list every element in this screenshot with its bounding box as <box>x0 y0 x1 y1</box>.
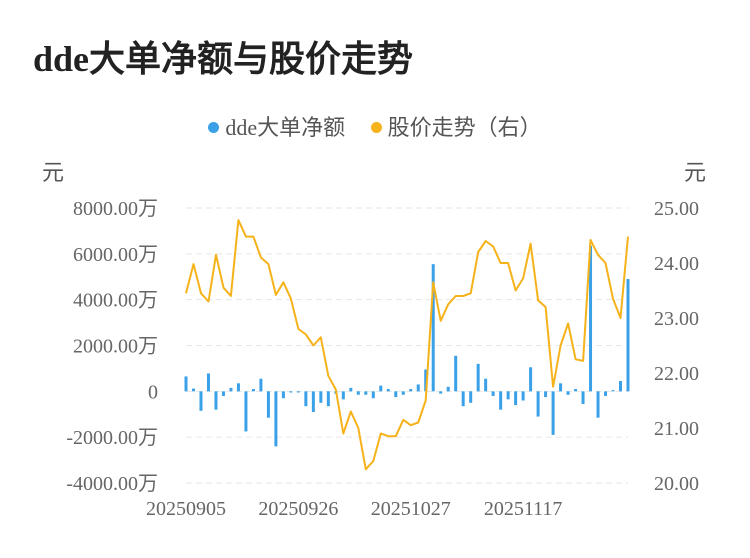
bar <box>439 391 443 394</box>
bar <box>296 391 300 393</box>
bar <box>244 391 248 432</box>
y-left-tick-label: -4000.00万 <box>66 473 158 495</box>
bar <box>319 391 323 403</box>
bar <box>349 387 353 392</box>
bar <box>536 391 540 417</box>
y-left-tick-label: 6000.00万 <box>73 244 158 266</box>
bar <box>281 391 285 399</box>
bar <box>416 384 420 392</box>
bar <box>311 391 315 412</box>
bar <box>184 376 188 392</box>
bar <box>514 391 518 406</box>
bar <box>589 245 593 392</box>
x-tick-label: 20250926 <box>258 498 338 520</box>
y-right-tick-label: 20.00 <box>654 473 699 495</box>
bar <box>259 378 263 392</box>
y-right-tick-label: 25.00 <box>654 198 699 220</box>
bar <box>221 391 225 396</box>
legend-dot-bar <box>208 122 220 134</box>
bar <box>521 391 525 401</box>
y-left-tick-label: 8000.00万 <box>73 198 158 220</box>
bar <box>484 378 488 392</box>
bar <box>266 391 270 418</box>
bar <box>386 389 390 392</box>
y-left-tick-label: -2000.00万 <box>66 427 158 449</box>
bar <box>236 383 240 392</box>
bar <box>251 389 255 392</box>
bar <box>371 391 375 399</box>
y-right-tick-label: 24.00 <box>654 253 699 275</box>
y-left-tick-label: 0 <box>148 381 158 403</box>
bar <box>409 389 413 392</box>
legend-label-dde: dde大单净额 <box>225 115 346 140</box>
x-tick-label: 20250905 <box>146 498 226 520</box>
y-right-tick-label: 21.00 <box>654 418 699 440</box>
bar <box>424 369 428 392</box>
bar <box>454 355 458 392</box>
bar <box>229 387 233 392</box>
chart-title: dde大单净额与股价走势 <box>33 39 414 79</box>
bar <box>499 391 503 410</box>
right-axis-unit: 元 <box>684 160 707 185</box>
bar <box>206 373 210 392</box>
bar <box>604 391 608 396</box>
bar <box>364 391 368 395</box>
bar <box>506 391 510 400</box>
bar <box>214 391 218 410</box>
legend-dot-line <box>370 122 382 134</box>
bar <box>476 363 480 392</box>
bar <box>619 381 623 392</box>
price-line <box>185 219 629 471</box>
legend-label-price: 股价走势（右） <box>387 115 542 140</box>
bar <box>581 391 585 404</box>
bar <box>566 391 570 395</box>
bar <box>544 391 548 398</box>
y-right-tick-label: 23.00 <box>654 308 699 330</box>
bar <box>191 388 195 392</box>
bar <box>469 391 473 403</box>
bar <box>379 385 383 392</box>
bar <box>394 391 398 398</box>
bar <box>551 391 555 435</box>
y-left-tick-label: 4000.00万 <box>73 290 158 312</box>
bar <box>304 391 308 407</box>
bar <box>274 391 278 447</box>
y-left-tick-label: 2000.00万 <box>73 336 158 358</box>
bar <box>356 391 360 395</box>
x-tick-label: 20251027 <box>371 498 451 520</box>
bar <box>341 391 345 400</box>
bar <box>446 386 450 392</box>
bar <box>289 391 293 393</box>
bar <box>559 383 563 392</box>
legend: dde大单净额 股价走势（右） <box>0 110 750 142</box>
left-axis-unit: 元 <box>42 160 65 185</box>
bar <box>199 391 203 411</box>
bar <box>529 367 533 392</box>
bar <box>326 391 330 407</box>
bar <box>574 389 578 392</box>
x-tick-label: 20251117 <box>484 498 563 520</box>
legend-item-dde[interactable]: dde大单净额 <box>208 110 345 142</box>
bar <box>461 391 465 407</box>
bar <box>626 279 630 392</box>
legend-item-price[interactable]: 股价走势（右） <box>370 110 542 142</box>
bar <box>401 391 405 395</box>
bar <box>611 390 615 392</box>
bar <box>431 264 435 392</box>
bar <box>596 391 600 418</box>
y-right-tick-label: 22.00 <box>654 363 699 385</box>
bar <box>491 391 495 396</box>
